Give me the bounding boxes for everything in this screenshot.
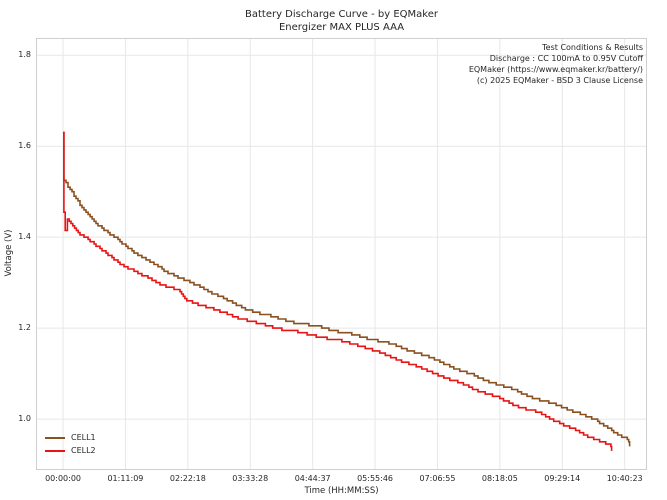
plot-border bbox=[36, 38, 647, 470]
cell2-line-swatch bbox=[45, 449, 65, 452]
chart-subtitle: Energizer MAX PLUS AAA bbox=[278, 22, 405, 33]
x-tick-label: 03:33:28 bbox=[232, 474, 269, 483]
test-conditions-annotation: Test Conditions & Results Discharge : CC… bbox=[469, 42, 643, 86]
y-tick-label: 1.6 bbox=[18, 141, 31, 151]
x-tick-label: 10:40:23 bbox=[606, 474, 643, 483]
x-tick-label: 05:55:46 bbox=[357, 474, 394, 483]
chart-title: Battery Discharge Curve - by EQMaker bbox=[244, 9, 438, 20]
chart-title-block: Battery Discharge Curve - by EQMaker Ene… bbox=[36, 8, 647, 34]
annotation-line-3: EQMaker (https://www.eqmaker.kr/battery/… bbox=[468, 65, 643, 74]
y-axis-label: Voltage (V) bbox=[4, 229, 14, 277]
x-tick-label: 04:44:37 bbox=[294, 474, 331, 483]
x-tick-label: 07:06:55 bbox=[419, 474, 456, 483]
legend-item-cell2: CELL2 bbox=[45, 444, 96, 457]
x-tick-label: 09:29:14 bbox=[544, 474, 581, 483]
legend: CELL1 CELL2 bbox=[45, 431, 96, 457]
x-tick-label: 02:22:18 bbox=[169, 474, 206, 483]
x-tick-label: 00:00:00 bbox=[45, 474, 81, 483]
legend-item-cell1: CELL1 bbox=[45, 431, 96, 444]
x-tick-label: 01:11:09 bbox=[107, 474, 144, 483]
y-tick-label: 1.0 bbox=[18, 414, 31, 424]
series-line-cell1 bbox=[63, 131, 631, 447]
annotation-line-2: Discharge : CC 100mA to 0.95V Cutoff bbox=[489, 54, 643, 63]
series-line-cell2 bbox=[63, 131, 613, 451]
y-tick-label: 1.4 bbox=[18, 232, 31, 242]
y-tick-label: 1.8 bbox=[18, 50, 31, 60]
legend-label-cell2: CELL2 bbox=[71, 446, 96, 455]
x-tick-label: 08:18:05 bbox=[481, 474, 518, 483]
y-tick-label: 1.2 bbox=[18, 323, 31, 333]
legend-label-cell1: CELL1 bbox=[71, 433, 96, 442]
x-axis-label: Time (HH:MM:SS) bbox=[304, 486, 379, 496]
plot-area bbox=[36, 38, 647, 470]
annotation-line-4: (c) 2025 EQMaker - BSD 3 Clause License bbox=[476, 76, 643, 85]
annotation-line-1: Test Conditions & Results bbox=[542, 43, 643, 52]
cell1-line-swatch bbox=[45, 436, 65, 439]
